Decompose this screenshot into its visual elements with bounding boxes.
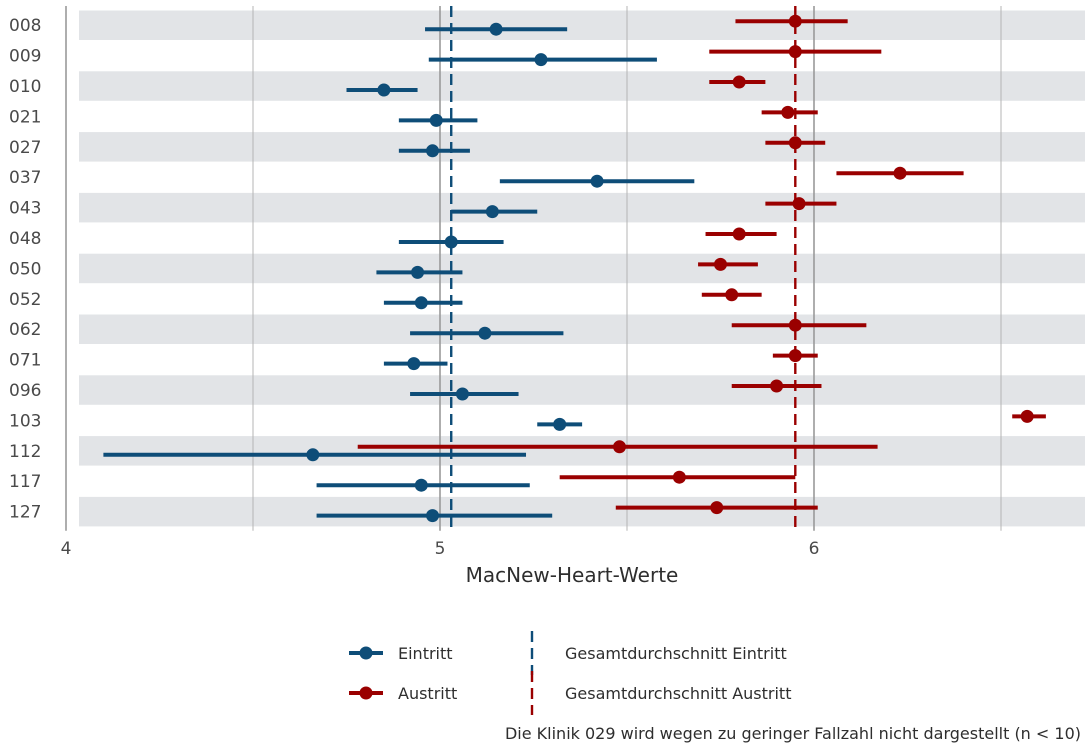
data-point bbox=[411, 265, 425, 279]
y-axis-labels: 008 009 010 021 027 037 043 048 050 052 062 071 096 1… bbox=[9, 16, 41, 522]
row-band bbox=[79, 253, 1085, 284]
x-axis-title: MacNew-Heart-Werte bbox=[466, 563, 679, 587]
x-tick-label: 5 bbox=[435, 539, 446, 559]
x-tick-label: 4 bbox=[61, 539, 72, 559]
row-band bbox=[79, 192, 1085, 223]
legend-label: Eintritt bbox=[398, 644, 453, 663]
y-tick-label: 043 bbox=[9, 199, 41, 219]
legend-item: Gesamtdurchschnitt Eintritt bbox=[530, 631, 787, 675]
data-point bbox=[732, 75, 746, 89]
legend-label: Gesamtdurchschnitt Eintritt bbox=[565, 644, 787, 663]
y-tick-label: 127 bbox=[9, 503, 41, 523]
legend: Eintritt Austritt Gesamtdurchschnitt Eintr… bbox=[349, 631, 791, 715]
y-tick-label: 052 bbox=[9, 290, 41, 310]
row-band bbox=[79, 132, 1085, 162]
data-point bbox=[489, 22, 503, 36]
data-point bbox=[788, 318, 802, 332]
data-point bbox=[407, 357, 421, 371]
data-point bbox=[590, 174, 604, 188]
y-tick-label: 103 bbox=[9, 411, 41, 431]
row-band bbox=[79, 314, 1085, 344]
data-point bbox=[788, 349, 802, 363]
y-tick-label: 009 bbox=[9, 47, 41, 67]
y-tick-label: 062 bbox=[9, 320, 41, 340]
y-tick-label: 048 bbox=[9, 229, 41, 249]
data-point bbox=[725, 288, 739, 302]
data-point bbox=[534, 53, 548, 67]
data-point bbox=[732, 227, 746, 241]
data-point bbox=[478, 326, 492, 340]
data-point bbox=[613, 440, 627, 454]
footnote: Die Klinik 029 wird wegen zu geringer Fa… bbox=[505, 724, 1081, 743]
row-band bbox=[79, 10, 1085, 40]
series-austritt bbox=[357, 14, 1046, 515]
y-tick-label: 050 bbox=[9, 259, 41, 279]
data-marks bbox=[103, 14, 1046, 523]
x-tick-label: 6 bbox=[809, 539, 820, 559]
row-band bbox=[79, 375, 1085, 405]
data-point bbox=[455, 387, 469, 401]
data-point bbox=[792, 197, 806, 211]
y-tick-label: 010 bbox=[9, 77, 41, 97]
data-point bbox=[788, 45, 802, 59]
data-point bbox=[414, 478, 428, 492]
legend-item: Eintritt bbox=[349, 644, 453, 663]
data-point bbox=[426, 144, 440, 158]
y-tick-label: 021 bbox=[9, 107, 41, 127]
data-point bbox=[1020, 409, 1034, 423]
series-eintritt bbox=[103, 22, 695, 523]
y-tick-label: 117 bbox=[9, 472, 41, 492]
legend-item: Gesamtdurchschnitt Austritt bbox=[530, 671, 791, 715]
y-tick-label: 037 bbox=[9, 168, 41, 188]
data-point bbox=[429, 113, 443, 127]
data-point bbox=[770, 379, 784, 393]
data-point bbox=[714, 257, 727, 271]
y-tick-label: 008 bbox=[9, 16, 41, 36]
legend-label: Gesamtdurchschnitt Austritt bbox=[565, 684, 791, 703]
legend-key-point bbox=[359, 646, 373, 660]
reference-lines bbox=[450, 6, 797, 531]
data-point bbox=[377, 83, 391, 97]
row-band bbox=[79, 436, 1085, 466]
row-bands bbox=[79, 10, 1085, 527]
y-tick-label: 071 bbox=[9, 351, 41, 371]
data-point bbox=[426, 509, 440, 523]
data-point bbox=[553, 417, 567, 431]
data-point bbox=[781, 105, 795, 119]
data-point bbox=[485, 205, 499, 219]
grid-lines bbox=[65, 6, 1002, 531]
row-band bbox=[79, 71, 1085, 101]
y-tick-label: 096 bbox=[9, 381, 41, 401]
x-axis-labels: 4 5 6 bbox=[61, 539, 820, 559]
row-band bbox=[79, 496, 1085, 527]
legend-key-point bbox=[359, 686, 373, 700]
legend-label: Austritt bbox=[398, 684, 457, 703]
data-point bbox=[893, 166, 907, 180]
y-tick-label: 027 bbox=[9, 138, 41, 158]
data-point bbox=[414, 296, 428, 310]
legend-item: Austritt bbox=[349, 684, 457, 703]
data-point bbox=[788, 136, 802, 150]
data-point bbox=[306, 448, 320, 462]
data-point bbox=[710, 501, 724, 515]
y-tick-label: 112 bbox=[9, 442, 41, 462]
data-point bbox=[672, 470, 686, 484]
data-point bbox=[788, 14, 802, 28]
data-point bbox=[444, 235, 458, 249]
